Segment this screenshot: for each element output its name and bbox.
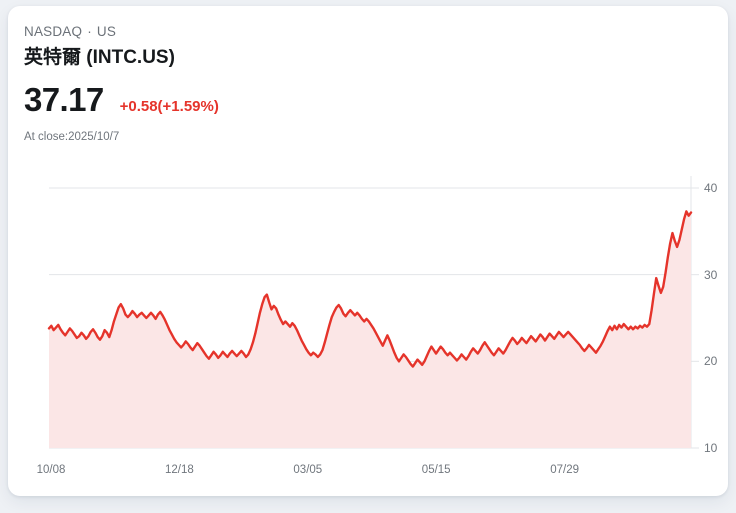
exchange-region-line: NASDAQ · US [24,24,624,40]
price-chart-svg [47,176,699,449]
price-change: +0.58(+1.59%) [119,98,219,115]
quote-header: NASDAQ · US 英特爾 (INTC.US) 37.17 +0.58(+1.5… [24,24,624,144]
price-row: 37.17 +0.58(+1.59%) [24,82,624,120]
price-value: 37.17 [24,81,104,118]
price-area-fill [49,211,691,448]
company-name: 英特爾 (INTC.US) [24,47,175,68]
chart-axis-ticks [691,187,699,449]
separator-dot: · [87,24,92,39]
stock-quote-card: NASDAQ · US 英特爾 (INTC.US) 37.17 +0.58(+1.5… [8,6,728,496]
exchange-label: NASDAQ [24,24,83,39]
region-label: US [96,24,117,39]
price-chart[interactable]: 40 30 20 10 10/08 12/18 03/05 05/15 07/29 [8,166,728,491]
price-line [47,210,693,368]
market-status-note: At close:2025/10/7 [24,131,120,143]
